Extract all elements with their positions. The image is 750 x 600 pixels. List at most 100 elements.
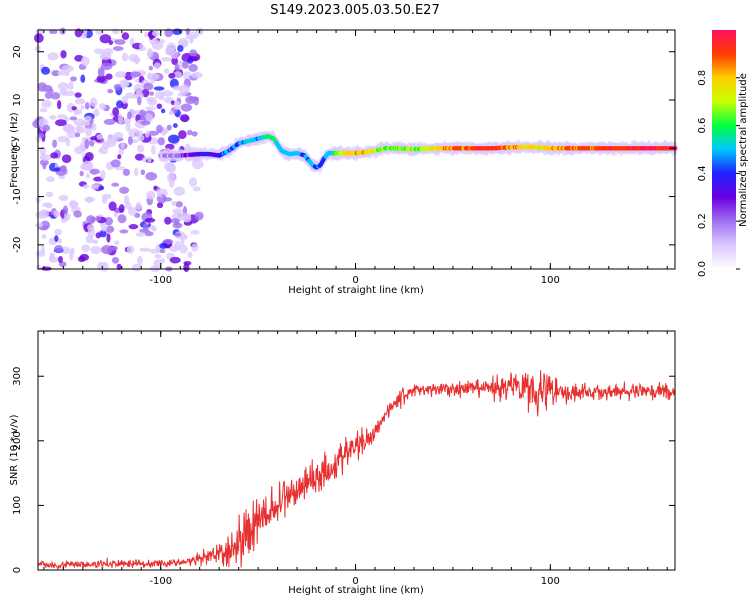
heatmap-noise-cell bbox=[61, 65, 74, 73]
heatmap-noise-cell bbox=[40, 220, 51, 230]
heatmap-noise-cell bbox=[180, 103, 193, 112]
heatmap-noise-cell bbox=[139, 42, 144, 51]
spectrogram-xtick-label: 100 bbox=[541, 275, 560, 286]
heatmap-noise-cell bbox=[57, 70, 68, 76]
heatmap-noise-cell bbox=[151, 226, 157, 232]
heatmap-noise-cell bbox=[127, 206, 137, 216]
heatmap-noise-cell bbox=[193, 96, 199, 106]
heatmap-noise-cell bbox=[39, 146, 47, 156]
heatmap-noise-cell bbox=[187, 56, 199, 62]
heatmap-noise-cell bbox=[41, 66, 51, 75]
snr-ytick-label: 200 bbox=[12, 431, 23, 450]
heatmap-noise-cell bbox=[94, 216, 102, 222]
heatmap-noise-cell bbox=[142, 223, 149, 231]
heatmap-noise-cell bbox=[157, 193, 163, 198]
heatmap-noise-cell bbox=[156, 103, 163, 110]
heatmap-noise-cell bbox=[174, 232, 182, 237]
heatmap-noise-cell bbox=[90, 136, 98, 141]
heatmap-noise-cell bbox=[159, 95, 165, 101]
heatmap-noise-cell bbox=[166, 42, 177, 52]
heatmap-noise-cell bbox=[100, 62, 113, 71]
heatmap-noise-cell bbox=[123, 80, 129, 88]
heatmap-noise-cell bbox=[106, 233, 111, 243]
snr-x-axis-label: Height of straight line (km) bbox=[288, 585, 424, 596]
heatmap-noise-cell bbox=[137, 255, 143, 266]
heatmap-noise-cell bbox=[35, 222, 44, 228]
heatmap-noise-cell bbox=[80, 120, 91, 127]
spectrogram-heatmap bbox=[32, 27, 678, 273]
heatmap-noise-cell bbox=[172, 208, 184, 214]
heatmap-noise-cell bbox=[81, 244, 91, 252]
heatmap-noise-cell bbox=[74, 132, 81, 138]
heatmap-noise-cell bbox=[98, 148, 103, 154]
heatmap-noise-cell bbox=[60, 50, 67, 59]
heatmap-noise-cell bbox=[179, 244, 188, 254]
colorbar-tick-label: 0.6 bbox=[697, 118, 708, 134]
heatmap-noise-cell bbox=[113, 212, 118, 218]
heatmap-noise-cell bbox=[146, 190, 156, 200]
colorbar-tick-label: 0.8 bbox=[697, 70, 708, 86]
spectrogram-ytick-label: -10 bbox=[12, 188, 23, 204]
heatmap-noise-cell bbox=[112, 106, 119, 117]
heatmap-noise-cell bbox=[171, 51, 179, 60]
heatmap-noise-cell bbox=[113, 131, 124, 139]
heatmap-noise-cell bbox=[111, 182, 120, 187]
heatmap-noise-cell bbox=[108, 40, 114, 46]
heatmap-noise-cell bbox=[85, 173, 90, 179]
heatmap-noise-cell bbox=[146, 72, 153, 80]
heatmap-noise-cell bbox=[74, 98, 86, 105]
heatmap-noise-cell bbox=[114, 240, 120, 246]
heatmap-noise-cell bbox=[57, 114, 67, 119]
heatmap-noise-cell bbox=[122, 168, 131, 177]
heatmap-noise-cell bbox=[189, 177, 198, 187]
heatmap-noise-cell bbox=[188, 64, 198, 72]
heatmap-noise-cell bbox=[46, 176, 55, 183]
heatmap-noise-cell bbox=[140, 120, 151, 126]
heatmap-noise-cell bbox=[163, 162, 175, 171]
snr-ytick-label: 300 bbox=[12, 367, 23, 386]
heatmap-noise-cell bbox=[186, 129, 193, 136]
heatmap-noise-cell bbox=[89, 97, 98, 108]
heatmap-noise-cell bbox=[182, 60, 189, 69]
spectrogram-xtick-label: -100 bbox=[149, 275, 172, 286]
heatmap-noise-cell bbox=[100, 261, 109, 272]
heatmap-noise-cell bbox=[56, 99, 62, 110]
heatmap-noise-cell bbox=[148, 65, 153, 71]
heatmap-noise-cell bbox=[59, 27, 66, 35]
heatmap-noise-cell bbox=[96, 134, 104, 140]
spectrogram-y-axis-label: Frequency (Hz) bbox=[9, 112, 20, 188]
heatmap-noise-cell bbox=[96, 75, 106, 83]
heatmap-noise-cell bbox=[103, 118, 116, 125]
heatmap-noise-cell bbox=[173, 71, 183, 78]
heatmap-noise-cell bbox=[147, 130, 159, 136]
heatmap-noise-cell bbox=[166, 124, 172, 131]
heatmap-noise-cell bbox=[82, 184, 90, 189]
colorbar-ticks: 0.0 0.2 0.4 0.6 0.8 bbox=[697, 70, 740, 277]
heatmap-noise-cell bbox=[89, 168, 101, 175]
heatmap-noise-cell bbox=[39, 107, 48, 113]
heatmap-noise-cell bbox=[98, 185, 105, 191]
heatmap-noise-cell bbox=[139, 247, 151, 252]
heatmap-noise-cell bbox=[110, 159, 121, 168]
heatmap-noise-cell bbox=[111, 245, 118, 251]
heatmap-noise-cell bbox=[80, 105, 85, 110]
heatmap-noise-cell bbox=[161, 57, 172, 62]
heatmap-noise-cell bbox=[171, 200, 177, 207]
heatmap-noise-cell bbox=[101, 245, 113, 255]
heatmap-noise-cell bbox=[191, 71, 203, 79]
snr-xtick-label: 100 bbox=[541, 576, 560, 587]
heatmap-noise-cell bbox=[119, 229, 129, 234]
heatmap-noise-cell bbox=[84, 196, 96, 203]
heatmap-noise-cell bbox=[178, 130, 187, 140]
heatmap-noise-cell bbox=[70, 76, 77, 82]
heatmap-noise-cell bbox=[45, 191, 54, 198]
heatmap-noise-cell bbox=[39, 209, 50, 219]
heatmap-noise-cell bbox=[107, 88, 114, 94]
heatmap-noise-cell bbox=[149, 248, 161, 254]
spectrogram-ytick-label: -20 bbox=[12, 237, 23, 253]
heatmap-noise-cell bbox=[90, 245, 102, 255]
heatmap-noise-cell bbox=[62, 205, 69, 214]
heatmap-noise-cell bbox=[135, 130, 143, 137]
spectrogram-x-axis-label: Height of straight line (km) bbox=[288, 285, 424, 296]
